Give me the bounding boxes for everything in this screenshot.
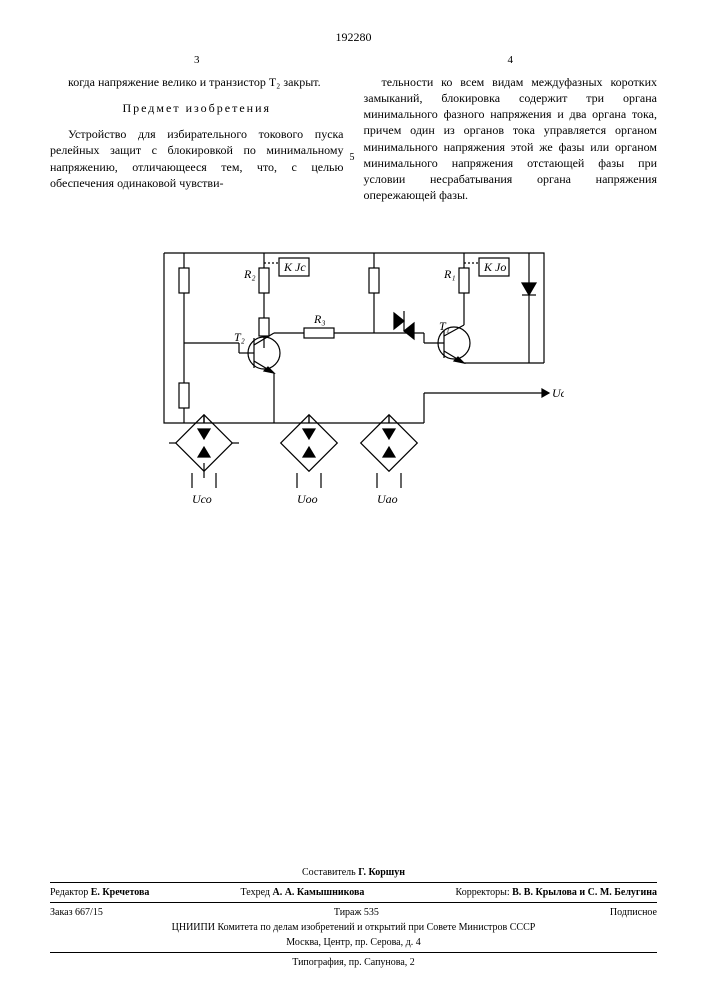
label-uoo: Uоо — [297, 492, 318, 506]
left-column: 3 когда напряжение велико и транзистор T… — [50, 53, 344, 203]
editor-label: Редактор — [50, 887, 88, 898]
label-t2: T₂ — [234, 330, 245, 344]
label-t1: T₁ — [439, 319, 450, 333]
compiler-name: Г. Коршун — [358, 867, 405, 878]
left-page-num: 3 — [50, 53, 344, 68]
techred-label: Техред — [241, 887, 270, 898]
line-marker-5: 5 — [350, 152, 355, 163]
label-uao: Uао — [377, 492, 398, 506]
podpisnoe: Подписное — [610, 907, 657, 918]
label-kjo: K Jo — [483, 260, 506, 274]
label-r2: R₂ — [243, 267, 256, 281]
document-number: 192280 — [50, 30, 657, 45]
text-columns: 3 когда напряжение велико и транзистор T… — [50, 53, 657, 203]
label-r3: R₃ — [313, 312, 326, 326]
right-page-num: 4 — [364, 53, 658, 68]
label-uco: Uсо — [192, 492, 212, 506]
correctors-names: В. В. Крылова и С. М. Белугина — [512, 887, 657, 898]
org-line: ЦНИИПИ Комитета по делам изобретений и о… — [50, 920, 657, 935]
corrector-label: Корректоры: — [456, 887, 510, 898]
right-column: 4 тельности ко всем видам междуфазных ко… — [364, 53, 658, 203]
left-body: Устройство для избирательного токового п… — [50, 126, 344, 191]
circuit-diagram: R₂ K Jc R₃ T₂ R₁ K Jo T₁ Uсм Uсо Uоо Uао — [144, 233, 564, 513]
label-r1: R₁ — [443, 267, 456, 281]
compiler-label: Составитель — [302, 867, 356, 878]
techred-name: А. А. Камышникова — [272, 887, 364, 898]
order-number: Заказ 667/15 — [50, 907, 103, 918]
typography-line: Типография, пр. Сапунова, 2 — [50, 955, 657, 970]
label-ucm: Uсм — [552, 386, 564, 400]
label-kjc: K Jc — [283, 260, 306, 274]
left-intro: когда напряжение велико и транзистор T₂ … — [50, 74, 344, 90]
section-title: Предмет изобретения — [50, 100, 344, 116]
footer-block: Составитель Г. Коршун Редактор Е. Кречет… — [50, 865, 657, 970]
address-line: Москва, Центр, пр. Серова, д. 4 — [50, 935, 657, 950]
editor-name: Е. Кречетова — [91, 887, 150, 898]
right-body: тельности ко всем видам междуфазных коро… — [364, 74, 658, 204]
tirazh: Тираж 535 — [334, 907, 379, 918]
